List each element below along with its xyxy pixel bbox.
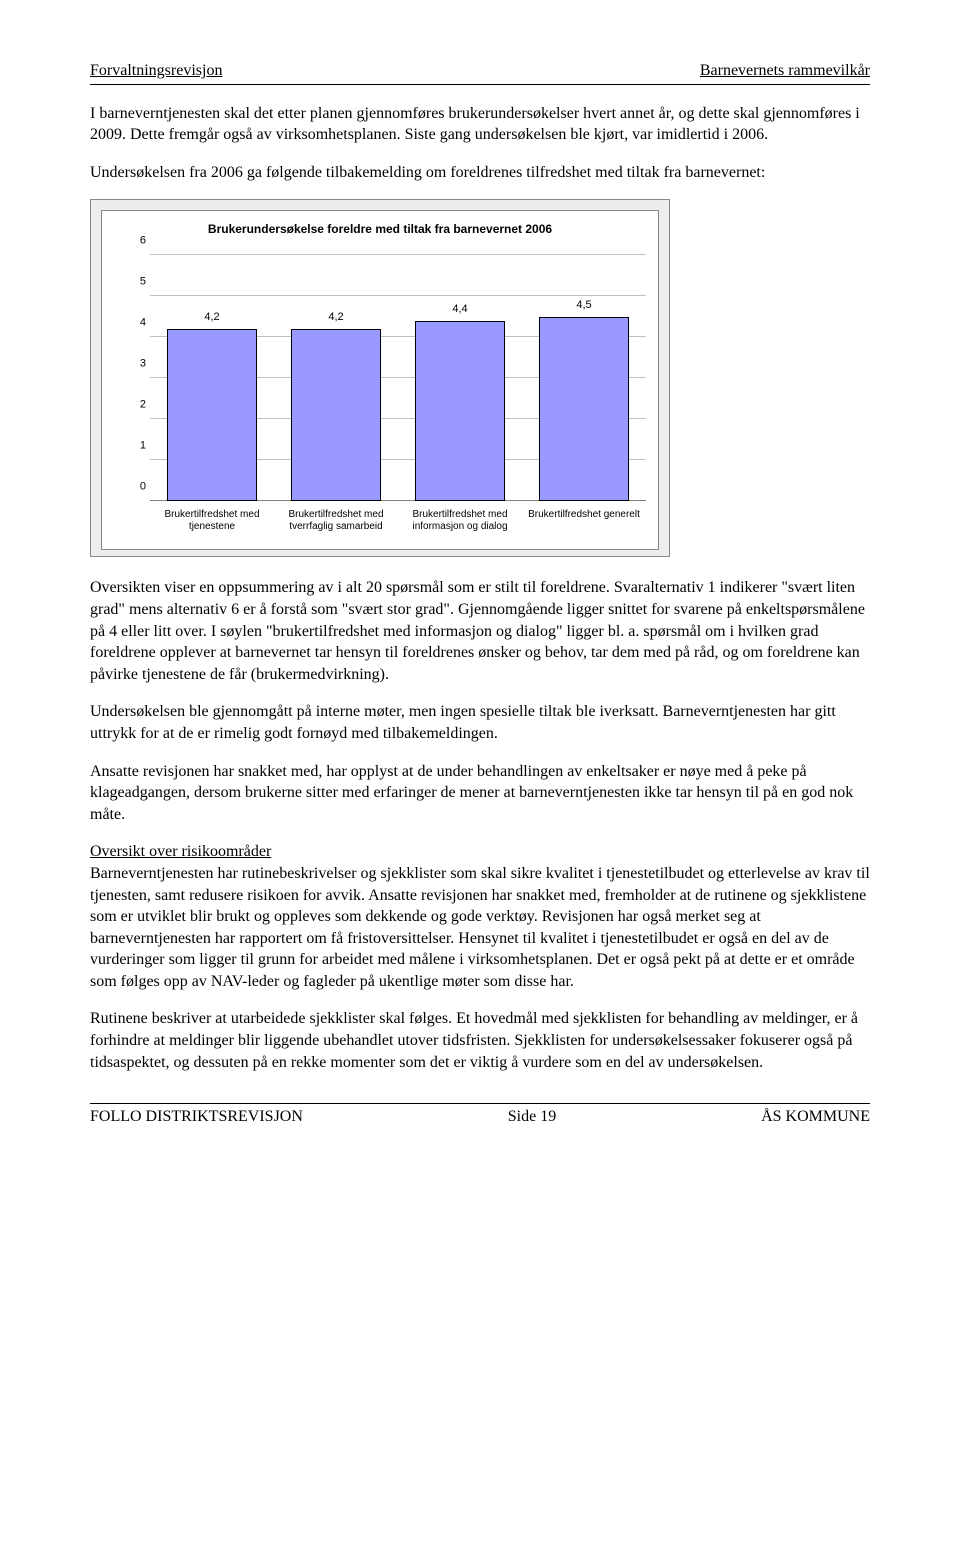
paragraph-1: I barneverntjenesten skal det etter plan… [90,103,870,146]
page-header: Forvaltningsrevisjon Barnevernets rammev… [90,60,870,85]
page-footer: FOLLO DISTRIKTSREVISJON Side 19 ÅS KOMMU… [90,1103,870,1128]
chart-xtick: Brukertilfredshet generelt [519,509,649,521]
chart-ytick: 3 [130,356,146,371]
paragraph-2: Undersøkelsen fra 2006 ga følgende tilba… [90,162,870,184]
chart-bar [415,321,504,501]
header-right: Barnevernets rammevilkår [700,60,870,82]
chart-bar-value: 4,4 [452,302,467,317]
chart-container: Brukerundersøkelse foreldre med tiltak f… [90,199,670,557]
chart-bar [167,329,256,501]
paragraph-5: Ansatte revisjonen har snakket med, har … [90,761,870,826]
chart-xtick: Brukertilfredshet med tjenestene [147,509,277,533]
chart-gridline [150,254,646,255]
header-left: Forvaltningsrevisjon [90,60,222,82]
risk-heading: Oversikt over risikoområder [90,843,271,860]
chart-ytick: 5 [130,274,146,289]
footer-center: Side 19 [508,1106,556,1128]
chart-xtick: Brukertilfredshet med tverrfaglig samarb… [271,509,401,533]
chart-title: Brukerundersøkelse foreldre med tiltak f… [102,211,658,253]
paragraph-6: Oversikt over risikoområder Barneverntje… [90,841,870,992]
chart-inner: Brukerundersøkelse foreldre med tiltak f… [101,210,659,550]
chart-gridline [150,295,646,296]
chart-ytick: 4 [130,315,146,330]
paragraph-3: Oversikten viser en oppsummering av i al… [90,577,870,685]
chart-bar [291,329,380,501]
chart-ytick: 0 [130,479,146,494]
chart-bar-value: 4,5 [576,298,591,313]
chart-xtick: Brukertilfredshet med informasjon og dia… [395,509,525,533]
chart-bar [539,317,628,502]
paragraph-6-body: Barneverntjenesten har rutinebeskrivelse… [90,865,870,990]
chart-ytick: 1 [130,438,146,453]
chart-plot-area: 01234564,2Brukertilfredshet med tjeneste… [150,255,646,501]
chart-ytick: 6 [130,233,146,248]
chart-bar-value: 4,2 [204,310,219,325]
footer-right: ÅS KOMMUNE [761,1106,870,1128]
chart-bar-value: 4,2 [328,310,343,325]
footer-left: FOLLO DISTRIKTSREVISJON [90,1106,303,1128]
chart-ytick: 2 [130,397,146,412]
paragraph-4: Undersøkelsen ble gjennomgått på interne… [90,701,870,744]
paragraph-7: Rutinene beskriver at utarbeidede sjekkl… [90,1008,870,1073]
